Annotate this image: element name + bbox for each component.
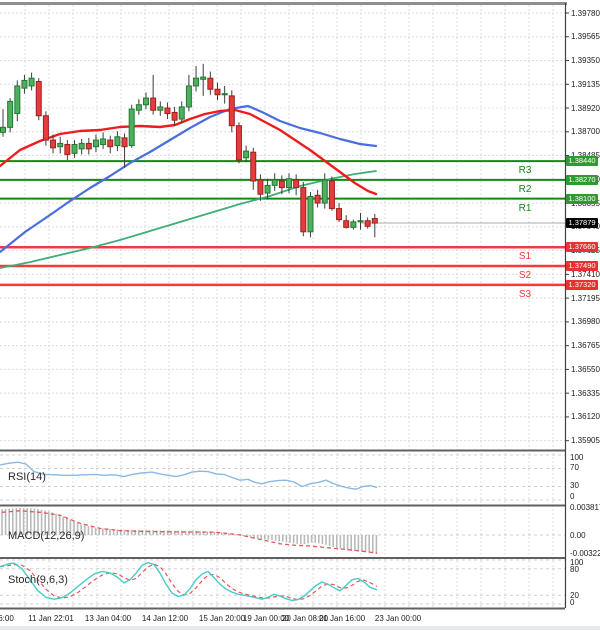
candle-up	[350, 221, 357, 228]
macd-panel	[1, 507, 378, 554]
candle-up	[0, 126, 6, 133]
blue-ma-line	[0, 104, 378, 254]
candle-up	[200, 76, 207, 80]
candle-down	[207, 77, 214, 90]
green-ma-line	[0, 170, 377, 269]
candle-up	[57, 142, 64, 148]
macd-signal-line	[1, 510, 378, 554]
candle-down	[228, 95, 235, 127]
candlestick-series	[0, 63, 378, 238]
candle-up	[128, 108, 135, 147]
candle-down	[364, 220, 371, 227]
candle-down	[64, 143, 71, 155]
candle-up	[221, 93, 228, 96]
rsi-line	[0, 461, 378, 490]
candle-up	[185, 85, 192, 108]
candle-up	[178, 106, 185, 120]
bottom-strip	[0, 626, 600, 630]
candle-down	[107, 139, 114, 148]
panel-borders	[0, 2, 569, 610]
candle-down	[300, 187, 307, 233]
candle-up	[264, 184, 271, 194]
moving-averages	[0, 104, 378, 269]
candle-down	[171, 111, 178, 121]
candle-up	[28, 77, 35, 87]
candle-down	[371, 218, 378, 224]
pivot-level-lines	[0, 160, 565, 287]
candle-down	[314, 194, 321, 204]
candle-down	[250, 151, 257, 182]
stoch-panel	[0, 561, 378, 602]
candle-up	[307, 195, 314, 233]
candle-up	[92, 139, 99, 148]
candle-up	[135, 104, 142, 111]
candle-up	[321, 179, 328, 204]
stoch-k-line	[0, 561, 378, 602]
candle-down	[85, 142, 92, 150]
rsi-panel	[0, 461, 378, 490]
candle-up	[14, 85, 21, 115]
candle-up	[357, 220, 364, 223]
candle-up	[243, 150, 250, 159]
candle-up	[143, 97, 149, 106]
stoch-d-line	[0, 563, 378, 601]
candle-down	[50, 139, 57, 149]
candle-down	[150, 97, 157, 111]
grid-lines	[0, 5, 565, 608]
candle-down	[343, 220, 350, 228]
red-ma-line	[0, 108, 378, 196]
candle-down	[235, 125, 242, 161]
candle-up	[286, 178, 292, 189]
candle-down	[336, 208, 343, 221]
candle-up	[71, 143, 78, 154]
candle-down	[35, 81, 42, 117]
candle-down	[164, 107, 171, 115]
candle-up	[114, 136, 121, 147]
candle-down	[42, 115, 49, 141]
candle-up	[157, 106, 164, 111]
candle-up	[78, 142, 85, 150]
candle-down	[121, 137, 128, 148]
candle-up	[271, 179, 278, 186]
candle-down	[214, 88, 221, 96]
candle-up	[21, 79, 28, 89]
candle-down	[293, 179, 300, 189]
candle-up	[100, 138, 107, 145]
candle-up	[7, 100, 14, 128]
candle-down	[328, 180, 335, 210]
candle-up	[193, 77, 200, 87]
candle-down	[278, 180, 285, 189]
candle-down	[257, 179, 264, 195]
